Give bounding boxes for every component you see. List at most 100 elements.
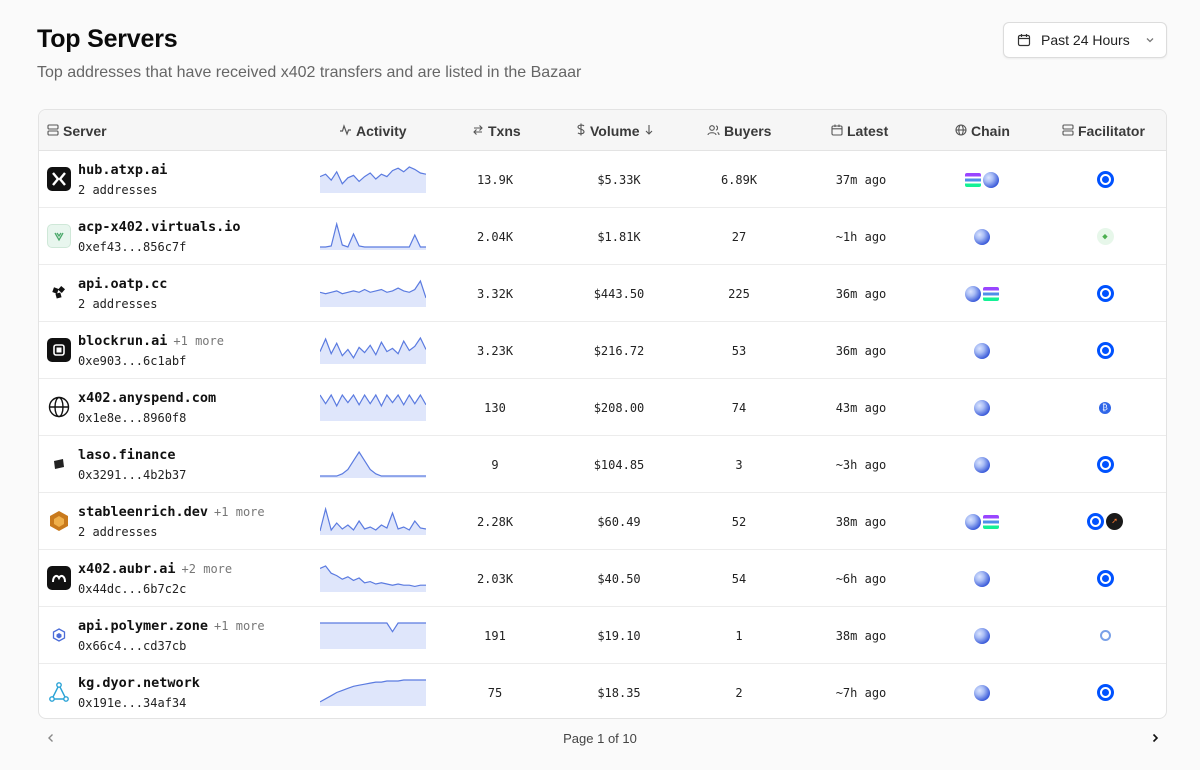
buyers-value: 1 bbox=[735, 628, 743, 643]
table-row[interactable]: api.polymer.zone +1 more 0x66c4...cd37cb 19… bbox=[39, 607, 1166, 664]
buyers-value: 3 bbox=[735, 457, 743, 472]
table-row[interactable]: x402.anyspend.com 0x1e8e...8960f8 130 $208.… bbox=[39, 379, 1166, 436]
txns-value: 3.32K bbox=[476, 286, 514, 301]
column-activity[interactable]: Activity bbox=[339, 110, 407, 151]
chain-icons bbox=[942, 664, 1022, 718]
server-name[interactable]: api.polymer.zone +1 more bbox=[78, 618, 265, 634]
server-name[interactable]: kg.dyor.network bbox=[78, 675, 200, 691]
sparkline-area bbox=[320, 281, 426, 307]
base-chain-icon bbox=[974, 627, 990, 644]
latest-value: ~3h ago bbox=[835, 457, 887, 472]
column-facilitator[interactable]: Facilitator bbox=[1062, 110, 1145, 151]
coinbase-facilitator-icon bbox=[1087, 513, 1104, 530]
txns-value: 75 bbox=[487, 685, 503, 700]
table-row[interactable]: blockrun.ai +1 more 0xe903...6c1abf 3.23K $2… bbox=[39, 322, 1166, 379]
server-name[interactable]: acp-x402.virtuals.io bbox=[78, 219, 241, 235]
base-chain-icon bbox=[974, 399, 990, 416]
more-servers-label[interactable]: +2 more bbox=[181, 562, 233, 576]
activity-sparkline bbox=[320, 336, 426, 364]
page-subtitle: Top addresses that have received x402 tr… bbox=[37, 64, 582, 81]
server-address: 0x66c4...cd37cb bbox=[78, 639, 187, 653]
txns-value: 2.03K bbox=[476, 571, 514, 586]
activity-sparkline bbox=[320, 393, 426, 421]
chain-icons bbox=[942, 322, 1022, 379]
txns-value: 13.9K bbox=[476, 172, 514, 187]
sparkline-line bbox=[320, 679, 426, 703]
volume-value: $443.50 bbox=[593, 286, 645, 301]
table-row[interactable]: x402.aubr.ai +2 more 0x44dc...6b7c2c 2.03K $… bbox=[39, 550, 1166, 607]
table-row[interactable]: stableenrich.dev +1 more 2 addresses 2.28K $… bbox=[39, 493, 1166, 550]
server-address: 0xef43...856c7f bbox=[78, 240, 187, 254]
calendar-icon bbox=[831, 123, 843, 139]
volume-value: $104.85 bbox=[593, 457, 645, 472]
chain-icons bbox=[942, 265, 1022, 322]
txns-value: 130 bbox=[484, 400, 506, 415]
volume-value: $1.81K bbox=[597, 229, 641, 244]
column-txns[interactable]: Txns bbox=[472, 110, 521, 151]
table-row[interactable]: hub.atxp.ai 2 addresses 13.9K $5.33K 6.89K 37… bbox=[39, 151, 1166, 208]
sparkline-area bbox=[320, 566, 426, 592]
sparkline-line bbox=[320, 565, 426, 588]
latest-value: 37m ago bbox=[835, 172, 887, 187]
table-row[interactable]: kg.dyor.network 0x191e...34af34 75 $18.35 2 ~… bbox=[39, 664, 1166, 718]
server-name[interactable]: x402.anyspend.com bbox=[78, 390, 217, 406]
latest-value: 38m ago bbox=[835, 628, 887, 643]
next-page-button[interactable] bbox=[1148, 731, 1162, 745]
sparkline-line bbox=[320, 507, 426, 532]
chevron-left-icon bbox=[48, 734, 53, 742]
sparkline-line bbox=[320, 166, 426, 185]
more-servers-label[interactable]: +1 more bbox=[214, 619, 265, 633]
column-volume[interactable]: Volume bbox=[576, 110, 654, 151]
server-name[interactable]: api.oatp.cc bbox=[78, 276, 168, 292]
txns-value: 2.28K bbox=[476, 514, 514, 529]
server-address: 0xe903...6c1abf bbox=[78, 354, 187, 368]
table-row[interactable]: acp-x402.virtuals.io 0xef43...856c7f 2.04K… bbox=[39, 208, 1166, 265]
facilitator-icons bbox=[1064, 550, 1146, 607]
users-icon bbox=[707, 123, 720, 139]
server-name[interactable]: stableenrich.dev +1 more bbox=[78, 504, 265, 520]
prev-page-button[interactable] bbox=[44, 731, 58, 745]
server-name[interactable]: laso.finance bbox=[78, 447, 176, 463]
base-chain-icon bbox=[974, 570, 990, 587]
activity-sparkline bbox=[320, 450, 426, 478]
more-servers-label[interactable]: +1 more bbox=[214, 505, 265, 519]
buyers-value: 54 bbox=[731, 571, 747, 586]
table-header: Server Activity Txns Volume Buyers Lates… bbox=[39, 110, 1166, 151]
table-row[interactable]: laso.finance 0x3291...4b2b37 9 $104.85 3 ~3h … bbox=[39, 436, 1166, 493]
facilitator-icons: ◆ bbox=[1064, 208, 1146, 265]
more-servers-label[interactable]: +1 more bbox=[173, 334, 224, 348]
table-row[interactable]: api.oatp.cc 2 addresses 3.32K $443.50 225 36m… bbox=[39, 265, 1166, 322]
column-server[interactable]: Server bbox=[47, 110, 107, 151]
sparkline-area bbox=[320, 224, 426, 250]
sparkline-area bbox=[320, 509, 426, 535]
time-range-label: Past 24 Hours bbox=[1041, 32, 1130, 48]
txns-value: 2.04K bbox=[476, 229, 514, 244]
server-name[interactable]: hub.atxp.ai bbox=[78, 162, 168, 178]
buyers-value: 2 bbox=[735, 685, 743, 700]
facilitator-icons bbox=[1064, 664, 1146, 718]
latest-value: ~7h ago bbox=[835, 685, 887, 700]
globe-icon bbox=[955, 123, 967, 139]
polymer-facilitator-icon bbox=[1099, 630, 1111, 641]
volume-value: $5.33K bbox=[597, 172, 641, 187]
column-buyers[interactable]: Buyers bbox=[707, 110, 771, 151]
column-latest[interactable]: Latest bbox=[831, 110, 888, 151]
virtuals-facilitator-icon: ◆ bbox=[1096, 228, 1114, 245]
latest-value: 36m ago bbox=[835, 343, 887, 358]
column-chain[interactable]: Chain bbox=[955, 110, 1010, 151]
facilitator-icons bbox=[1064, 151, 1146, 208]
base-chain-icon bbox=[965, 285, 981, 302]
time-range-dropdown[interactable]: Past 24 Hours bbox=[1003, 22, 1167, 58]
server-address: 2 addresses bbox=[78, 525, 158, 539]
coinbase-facilitator-icon bbox=[1096, 570, 1114, 587]
solana-chain-icon bbox=[965, 172, 981, 187]
sparkline-line bbox=[320, 622, 426, 633]
server-address: 2 addresses bbox=[78, 183, 158, 197]
server-name[interactable]: x402.aubr.ai +2 more bbox=[78, 561, 233, 577]
coinbase-facilitator-icon bbox=[1096, 171, 1114, 188]
activity-sparkline bbox=[320, 166, 426, 193]
server-name[interactable]: blockrun.ai +1 more bbox=[78, 333, 224, 349]
activity-icon bbox=[339, 123, 352, 139]
coinbase-facilitator-icon bbox=[1096, 285, 1114, 302]
buyers-value: 52 bbox=[731, 514, 747, 529]
